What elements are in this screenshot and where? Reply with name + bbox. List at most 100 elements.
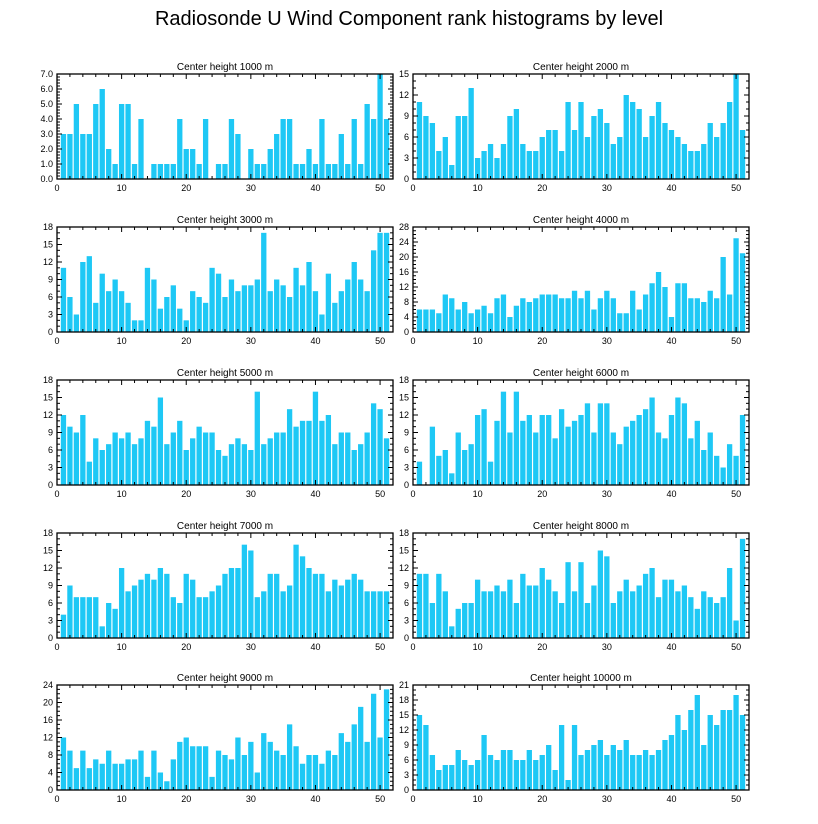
histogram-bar — [80, 597, 86, 638]
histogram-bar — [423, 116, 429, 179]
histogram-bar — [196, 164, 202, 179]
histogram-bar — [267, 741, 273, 790]
histogram-bar — [364, 104, 370, 179]
histogram-bar — [597, 109, 604, 179]
histogram-bar — [436, 313, 442, 332]
histogram-bar — [468, 603, 474, 638]
histogram-bar — [86, 597, 92, 638]
histogram-bar — [183, 573, 189, 638]
histogram-bar — [726, 294, 733, 332]
histogram-bar — [118, 568, 125, 638]
y-tick-label: 6 — [48, 445, 53, 455]
histogram-bar — [332, 164, 338, 179]
histogram-bar — [442, 450, 448, 485]
y-tick-label: 4 — [48, 768, 53, 778]
x-tick-label: 0 — [410, 489, 415, 499]
histogram-panel: Center height 3000 m 0 10 20 30 40 50 0 3 6 9 12 15 1… — [43, 215, 394, 346]
histogram-bar — [93, 104, 99, 179]
histogram-bar — [481, 735, 487, 790]
x-tick-label: 40 — [310, 183, 320, 193]
histogram-bar — [177, 603, 183, 638]
histogram-bar — [131, 759, 138, 790]
x-tick-label: 40 — [666, 489, 676, 499]
histogram-bar — [739, 415, 746, 485]
histogram-bar — [325, 164, 332, 179]
histogram-bar — [215, 450, 222, 485]
histogram-bar — [675, 397, 681, 485]
histogram-bar — [455, 116, 461, 179]
histogram-bar — [630, 420, 636, 485]
y-tick-label: 18 — [43, 375, 53, 385]
histogram-bar — [209, 267, 215, 332]
histogram-bar — [215, 273, 222, 332]
histogram-bar — [655, 432, 662, 485]
histogram-bar — [332, 579, 338, 638]
histogram-bar — [286, 724, 293, 790]
histogram-bar — [720, 597, 726, 638]
histogram-bar — [494, 298, 500, 332]
x-tick-label: 0 — [54, 794, 59, 804]
x-tick-label: 40 — [310, 336, 320, 346]
x-tick-label: 50 — [731, 642, 741, 652]
y-tick-label: 0 — [48, 480, 53, 490]
histogram-bar — [546, 579, 552, 638]
histogram-bar — [183, 450, 189, 485]
histogram-bar — [383, 438, 390, 485]
histogram-bar — [67, 585, 73, 638]
histogram-bar — [164, 164, 170, 179]
histogram-bar — [565, 426, 571, 485]
histogram-bar — [345, 279, 351, 332]
histogram-bar — [539, 294, 545, 332]
histogram-bar — [383, 689, 390, 790]
histogram-bar — [306, 420, 312, 485]
histogram-bar — [462, 450, 468, 485]
histogram-bar — [558, 151, 565, 179]
histogram-bar — [138, 750, 144, 790]
y-tick-label: 15 — [399, 69, 409, 79]
y-tick-label: 15 — [399, 393, 409, 403]
histogram-bar — [164, 781, 170, 790]
histogram-bar — [513, 109, 520, 179]
histogram-bar — [138, 320, 144, 332]
histogram-bar — [370, 403, 377, 485]
histogram-bar — [720, 123, 726, 179]
histogram-bar — [539, 568, 545, 638]
histogram-bar — [578, 415, 584, 485]
y-tick-label: 3 — [48, 310, 53, 320]
histogram-bar — [209, 432, 215, 485]
histogram-bar — [481, 409, 487, 485]
x-tick-label: 30 — [602, 794, 612, 804]
histogram-bar — [80, 415, 86, 485]
histogram-bar — [73, 104, 80, 179]
histogram-bar — [293, 746, 299, 790]
x-tick-label: 30 — [246, 794, 256, 804]
histogram-bar — [196, 426, 202, 485]
histogram-bar — [254, 279, 260, 332]
histogram-bar — [714, 603, 720, 638]
histogram-bar — [377, 591, 383, 638]
histogram-bar — [474, 158, 481, 179]
histogram-bar — [597, 550, 604, 638]
histogram-bar — [474, 760, 481, 790]
histogram-bar — [118, 763, 125, 790]
y-tick-label: 6.0 — [40, 84, 53, 94]
histogram-bar — [455, 309, 461, 332]
histogram-bar — [429, 123, 436, 179]
histogram-bar — [190, 291, 196, 332]
histogram-bar — [565, 298, 571, 332]
x-tick-label: 40 — [666, 183, 676, 193]
histogram-bar — [462, 116, 468, 179]
x-tick-label: 50 — [375, 489, 385, 499]
y-tick-label: 12 — [399, 410, 409, 420]
histogram-bar — [280, 285, 286, 332]
histogram-bar — [739, 130, 746, 179]
histogram-bar — [442, 294, 448, 332]
histogram-bar — [565, 562, 571, 638]
histogram-bar — [591, 432, 597, 485]
histogram-bar — [319, 420, 325, 485]
y-tick-label: 6 — [404, 132, 409, 142]
histogram-bar — [539, 755, 545, 790]
histogram-bar — [462, 760, 468, 790]
histogram-bar — [474, 309, 481, 332]
histogram-bar — [177, 420, 183, 485]
